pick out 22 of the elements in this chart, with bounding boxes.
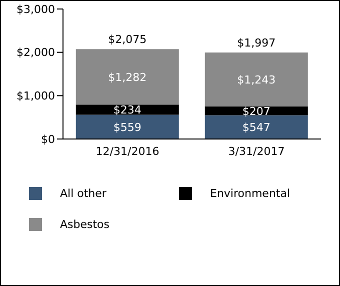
bar xyxy=(204,52,308,106)
legend-label: Environmental xyxy=(210,187,290,200)
bar xyxy=(76,49,179,105)
y-tick-label: $0 xyxy=(41,132,55,146)
x-tick-label: 12/31/2016 xyxy=(96,144,160,158)
data-label: $547 xyxy=(242,121,270,134)
data-label: $207 xyxy=(242,104,270,118)
data-label: $234 xyxy=(113,104,142,117)
bar xyxy=(76,114,179,139)
x-tick-label: 3/31/2017 xyxy=(228,144,285,158)
bar xyxy=(204,115,308,139)
data-label: $1,243 xyxy=(237,73,276,86)
total-label: $2,075 xyxy=(108,33,147,46)
y-tick-label: $1,000 xyxy=(16,90,55,103)
y-tick-label: $3,000 xyxy=(16,2,55,16)
bar xyxy=(76,104,179,115)
total-label: $1,997 xyxy=(237,36,276,50)
legend-label: All other xyxy=(60,187,106,200)
data-label: $1,282 xyxy=(108,70,147,84)
y-tick-label: $2,000 xyxy=(16,46,55,60)
legend-label: Asbestos xyxy=(60,218,110,231)
data-label: $559 xyxy=(113,120,142,134)
